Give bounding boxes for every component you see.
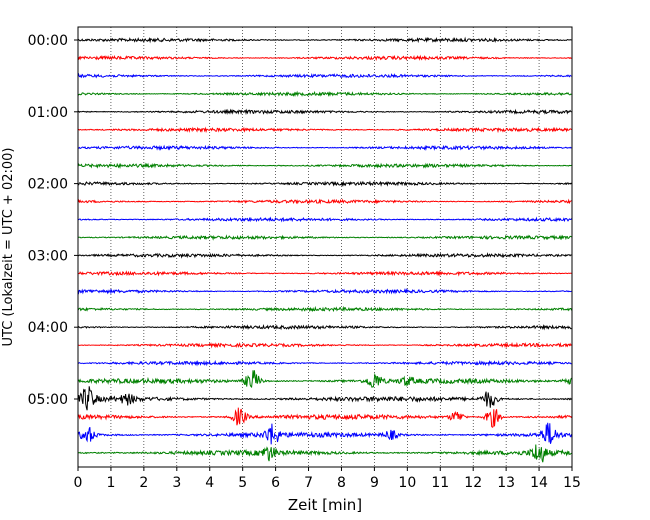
- trace-20: [77, 386, 572, 411]
- trace-21: [77, 407, 572, 428]
- trace-14: [77, 287, 572, 295]
- trace-layer: [77, 36, 572, 463]
- x-tick-label-4: 4: [205, 475, 214, 491]
- y-tick-label-1: 01:00: [28, 105, 68, 121]
- trace-0: [77, 36, 572, 44]
- x-axis-label: Zeit [min]: [288, 496, 362, 514]
- x-tick-label-7: 7: [304, 475, 313, 491]
- y-tick-label-0: 00:00: [28, 33, 68, 49]
- trace-12: [77, 252, 572, 259]
- trace-22: [77, 422, 572, 445]
- x-tick-label-1: 1: [106, 475, 115, 491]
- x-tick-label-11: 11: [431, 475, 449, 491]
- trace-19: [77, 370, 572, 388]
- trace-5: [77, 126, 572, 134]
- x-tick-label-5: 5: [238, 475, 247, 491]
- x-tick-label-8: 8: [337, 475, 346, 491]
- x-tick-label-14: 14: [530, 475, 548, 491]
- trace-3: [77, 90, 572, 97]
- x-tick-label-15: 15: [563, 475, 581, 491]
- trace-7: [77, 162, 572, 169]
- x-tick-label-2: 2: [139, 475, 148, 491]
- x-tick-label-13: 13: [497, 475, 515, 491]
- grid-lines: [110, 27, 540, 467]
- trace-6: [77, 144, 572, 151]
- axis-layer: 0 1 2 3 4 5 6 7 8 9 10 11 12 13 14 1500:0001:0002:0003:…: [28, 33, 581, 491]
- x-tick-label-6: 6: [271, 475, 280, 491]
- x-tick-label-12: 12: [464, 475, 482, 491]
- y-tick-label-5: 05:00: [28, 392, 68, 408]
- trace-15: [77, 305, 572, 313]
- trace-10: [77, 216, 572, 223]
- y-tick-label-3: 03:00: [28, 248, 68, 264]
- plot-frame: [77, 26, 573, 468]
- trace-23: [77, 444, 572, 463]
- trace-18: [77, 359, 572, 367]
- trace-2: [77, 72, 572, 79]
- y-axis-label: UTC (Lokalzeit = UTC + 02:00): [1, 148, 16, 347]
- x-tick-label-0: 0: [74, 475, 83, 491]
- trace-13: [77, 270, 572, 277]
- y-tick-label-2: 02:00: [28, 177, 68, 193]
- trace-8: [78, 180, 572, 187]
- plot-area: [78, 27, 572, 467]
- trace-16: [77, 323, 572, 331]
- x-tick-label-9: 9: [370, 475, 379, 491]
- x-tick-label-3: 3: [172, 475, 181, 491]
- trace-17: [77, 341, 572, 349]
- trace-1: [77, 54, 572, 62]
- trace-11: [77, 234, 572, 241]
- trace-4: [77, 108, 572, 116]
- trace-9: [77, 198, 572, 205]
- x-tick-label-10: 10: [398, 475, 416, 491]
- y-tick-label-4: 04:00: [28, 320, 68, 336]
